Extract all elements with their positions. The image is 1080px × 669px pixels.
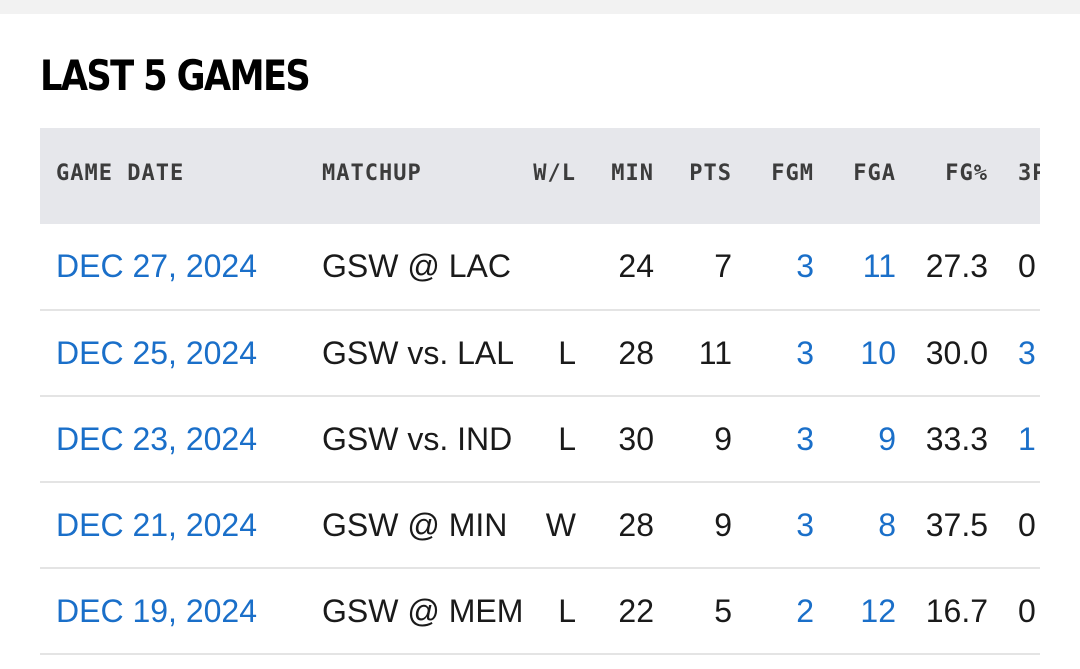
table-row: DEC 27, 2024 GSW @ LAC 24 7 3 11 27.3 0 [40, 224, 1040, 310]
header-pts[interactable]: PTS [689, 160, 732, 186]
wl-cell [512, 224, 576, 310]
header-3pm[interactable]: 3PM [1018, 160, 1040, 186]
header-wl[interactable]: W/L [533, 160, 576, 186]
pts-cell: 9 [714, 506, 732, 543]
game-date-link[interactable]: DEC 19, 2024 [56, 592, 258, 629]
header-fg-pct[interactable]: FG% [945, 160, 988, 186]
game-date-link[interactable]: DEC 25, 2024 [56, 334, 258, 371]
fg-pct-cell: 30.0 [925, 334, 988, 371]
table-row: DEC 19, 2024 GSW @ MEM L 22 5 2 12 16.7 … [40, 568, 1040, 654]
table-header-row: GAME DATE MATCHUP W/L MIN PTS FGM FGA FG… [40, 128, 1040, 224]
game-date-link[interactable]: DEC 21, 2024 [56, 506, 258, 543]
3pm-cell: 0 [1018, 506, 1036, 543]
fgm-link[interactable]: 3 [796, 506, 814, 543]
table-row: DEC 23, 2024 GSW vs. IND L 30 9 3 9 33.3… [40, 396, 1040, 482]
min-cell: 24 [618, 248, 654, 284]
fgm-link[interactable]: 3 [796, 420, 814, 457]
matchup-cell: GSW @ MIN [322, 506, 508, 543]
fgm-link[interactable]: 3 [796, 248, 814, 284]
last-games-table-container[interactable]: GAME DATE MATCHUP W/L MIN PTS FGM FGA FG… [40, 128, 1040, 669]
3pm-cell: 0 [1018, 592, 1036, 629]
pts-cell: 9 [714, 420, 732, 457]
fg-pct-cell: 27.3 [925, 248, 988, 284]
fg-pct-cell: 16.7 [925, 592, 988, 629]
fg-pct-cell: 37.5 [925, 506, 988, 543]
wl-cell: L [558, 334, 576, 371]
wl-cell: L [558, 592, 576, 629]
game-date-link[interactable]: DEC 23, 2024 [56, 420, 258, 457]
matchup-cell: GSW vs. IND [322, 420, 513, 457]
wl-cell: L [558, 420, 576, 457]
min-cell: 30 [618, 420, 654, 457]
pts-cell: 11 [698, 334, 732, 371]
3pm-link[interactable]: 3 [1018, 334, 1036, 371]
pts-cell: 7 [714, 248, 732, 284]
min-cell: 28 [618, 334, 654, 371]
fga-link[interactable]: 9 [878, 420, 896, 457]
top-divider-strip [0, 0, 1080, 14]
fg-pct-cell: 33.3 [925, 420, 988, 457]
game-date-link[interactable]: DEC 27, 2024 [56, 248, 258, 284]
3pm-cell: 0 [1018, 248, 1036, 284]
header-matchup[interactable]: MATCHUP [322, 160, 422, 186]
matchup-cell: GSW @ LAC [322, 248, 511, 284]
pts-cell: 5 [714, 592, 732, 629]
fgm-link[interactable]: 2 [796, 592, 814, 629]
wl-cell: W [545, 506, 576, 543]
last-games-table: GAME DATE MATCHUP W/L MIN PTS FGM FGA FG… [40, 128, 1040, 655]
header-fgm[interactable]: FGM [771, 160, 814, 186]
fga-link[interactable]: 12 [860, 592, 896, 629]
matchup-cell: GSW vs. LAL [322, 334, 515, 371]
section-title: LAST 5 GAMES [40, 51, 311, 100]
fgm-link[interactable]: 3 [796, 334, 814, 371]
table-row: DEC 21, 2024 GSW @ MIN W 28 9 3 8 37.5 0 [40, 482, 1040, 568]
min-cell: 22 [618, 592, 654, 629]
header-fga[interactable]: FGA [853, 160, 896, 186]
header-min[interactable]: MIN [611, 160, 654, 186]
min-cell: 28 [618, 506, 654, 543]
matchup-cell: GSW @ MEM [322, 592, 524, 629]
3pm-link[interactable]: 1 [1018, 420, 1036, 457]
header-game-date[interactable]: GAME DATE [56, 160, 185, 186]
table-row: DEC 25, 2024 GSW vs. LAL L 28 11 3 10 30… [40, 310, 1040, 396]
fga-link[interactable]: 10 [860, 334, 896, 371]
fga-link[interactable]: 11 [862, 248, 896, 284]
fga-link[interactable]: 8 [878, 506, 896, 543]
